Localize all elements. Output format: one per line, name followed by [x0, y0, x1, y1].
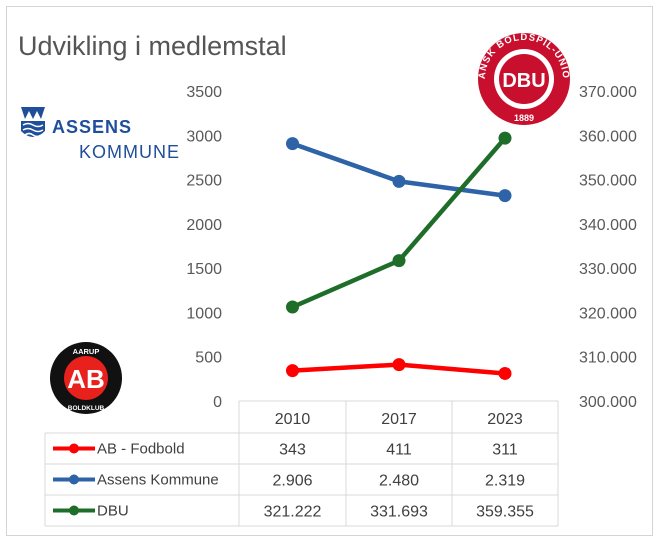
legend-label: AB - Fodbold [97, 441, 185, 458]
legend-label: Assens Kommune [97, 472, 219, 489]
table-cell: 311 [492, 442, 518, 459]
left-tick-label: 3500 [186, 84, 222, 101]
right-tick-label: 320.000 [579, 305, 637, 322]
left-tick-label: 0 [213, 394, 222, 411]
right-tick-label: 330.000 [579, 261, 637, 278]
left-tick-label: 500 [195, 350, 222, 367]
legend-marker [69, 505, 79, 516]
table-cell: 2.480 [379, 473, 419, 490]
right-tick-label: 340.000 [579, 217, 637, 234]
chart-svg: Udvikling i medlemstal ASSENS KOMMUNE AA… [7, 7, 637, 527]
right-tick-label: 350.000 [579, 173, 637, 190]
legend-marker [69, 474, 79, 485]
series-line [290, 135, 508, 310]
dbu-logo-year: 1889 [514, 113, 534, 123]
chart-title: Udvikling i medlemstal [18, 31, 287, 61]
ab-logo-middle: AB [67, 364, 105, 394]
data-point [392, 254, 406, 268]
category-label: 2023 [487, 411, 523, 428]
right-tick-label: 300.000 [579, 394, 637, 411]
right-axis: 300.000 310.000 320.000 330.000 340.000 350.0… [579, 84, 637, 411]
left-tick-label: 3000 [186, 128, 222, 145]
table-cell: 359.355 [476, 504, 534, 521]
left-tick-label: 2000 [186, 217, 222, 234]
left-tick-label: 2500 [186, 173, 222, 190]
legend-marker [69, 443, 79, 454]
data-point [498, 189, 512, 203]
assens-kommune-logo: ASSENS KOMMUNE [21, 107, 180, 162]
dbu-logo: DBU 1889 DANSK BOLDSPIL-UNION [7, 7, 570, 125]
category-label: 2017 [381, 411, 417, 428]
data-point [498, 366, 512, 380]
category-label: 2010 [275, 411, 311, 428]
data-point [286, 364, 299, 378]
left-tick-label: 1000 [186, 305, 222, 322]
data-point [392, 174, 406, 188]
data-table: 2010 2017 2023 AB - Fodbold 343 411 311 Assens … [44, 400, 559, 527]
table-cell: 331.693 [370, 504, 428, 521]
data-point [286, 300, 299, 314]
data-point [286, 137, 299, 151]
table-cell: 2.319 [485, 473, 525, 490]
assens-logo-line2: KOMMUNE [79, 142, 180, 162]
table-cell: 343 [279, 442, 306, 459]
ab-logo-top: AARUP [73, 347, 100, 356]
ab-logo-bottom: BOLDKLUB [68, 405, 105, 412]
data-point [498, 131, 512, 145]
assens-logo-line1: ASSENS [52, 117, 132, 137]
right-tick-label: 310.000 [579, 350, 637, 367]
data-point [392, 358, 406, 372]
assens-crown-icon [21, 107, 45, 138]
left-tick-label: 1500 [186, 261, 222, 278]
table-cell: 2.906 [272, 473, 312, 490]
table-cell: 411 [386, 442, 412, 459]
ab-logo: AARUP AB BOLDKLUB [50, 342, 122, 414]
legend-label: DBU [97, 503, 129, 520]
plot-area [286, 131, 512, 380]
right-tick-label: 370.000 [579, 84, 637, 101]
dbu-logo-middle: DBU [502, 70, 545, 92]
table-cell: 321.222 [264, 504, 322, 521]
chart-frame: Udvikling i medlemstal ASSENS KOMMUNE AA… [6, 6, 653, 536]
left-axis: 0 500 1000 1500 2000 2500 3000 3500 [186, 84, 222, 411]
right-tick-label: 360.000 [579, 128, 637, 145]
